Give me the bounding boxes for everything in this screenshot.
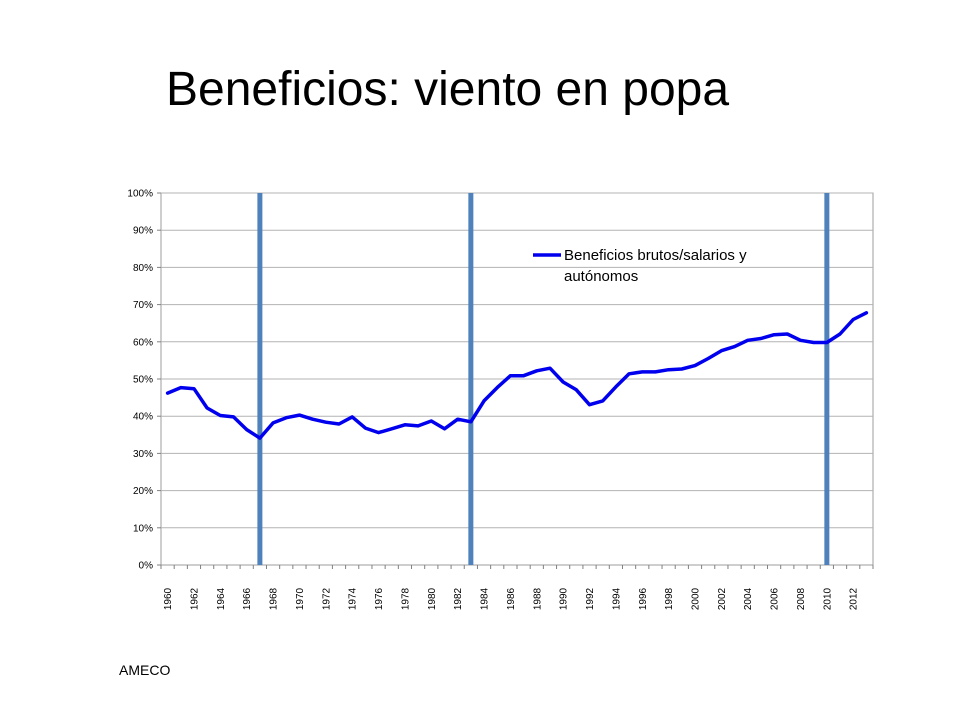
legend: Beneficios brutos/salarios y autónomos bbox=[533, 247, 747, 285]
source-note: AMECO bbox=[119, 662, 171, 678]
x-tick-label: 1976 bbox=[374, 587, 385, 610]
x-tick-label: 1982 bbox=[453, 587, 464, 610]
x-tick-label: 2012 bbox=[849, 587, 860, 610]
y-tick-label: 30% bbox=[133, 449, 153, 460]
x-tick-label: 2002 bbox=[717, 587, 728, 610]
x-tick-label: 1962 bbox=[189, 587, 200, 610]
x-tick-label: 1974 bbox=[348, 587, 359, 610]
x-tick-label: 1990 bbox=[559, 587, 570, 610]
x-tick-label: 1960 bbox=[163, 587, 174, 610]
x-tick-label: 1986 bbox=[506, 587, 517, 610]
y-tick-label: 60% bbox=[133, 337, 153, 348]
y-tick-label: 70% bbox=[133, 300, 153, 311]
x-tick-label: 2006 bbox=[770, 587, 781, 610]
x-tick-label: 2004 bbox=[743, 587, 754, 610]
legend-label: Beneficios brutos/salarios y autónomos bbox=[564, 247, 747, 285]
x-tick-label: 1970 bbox=[295, 587, 306, 610]
x-tick-label: 1984 bbox=[480, 587, 491, 610]
slide-title: Beneficios: viento en popa bbox=[166, 63, 730, 116]
y-tick-label: 80% bbox=[133, 263, 153, 274]
y-tick-label: 100% bbox=[127, 189, 153, 200]
x-axis-ticks: 1960 1962 1964 1966 1968 1970 1972 1974 1976 1978… bbox=[160, 565, 874, 610]
x-tick-label: 1972 bbox=[321, 587, 332, 610]
series-line bbox=[165, 311, 869, 440]
x-tick-label: 1964 bbox=[216, 587, 227, 610]
y-tick-label: 0% bbox=[139, 561, 154, 572]
y-tick-label: 40% bbox=[133, 412, 153, 423]
x-tick-label: 1966 bbox=[242, 587, 253, 610]
x-tick-label: 1996 bbox=[638, 587, 649, 610]
y-tick-label: 20% bbox=[133, 486, 153, 497]
x-tick-label: 1992 bbox=[585, 587, 596, 610]
x-tick-label: 1968 bbox=[269, 587, 280, 610]
y-tick-label: 10% bbox=[133, 523, 153, 534]
gridlines bbox=[161, 192, 873, 529]
series-group bbox=[165, 311, 869, 440]
x-tick-label: 1978 bbox=[400, 587, 411, 610]
y-axis-ticks: 0% 10% 20% 30% 40% 50% 60% 70% 80% 90% 100% bbox=[127, 189, 161, 572]
x-tick-label: 1980 bbox=[427, 587, 438, 610]
x-tick-label: 1998 bbox=[664, 587, 675, 610]
x-tick-label: 2008 bbox=[796, 587, 807, 610]
x-tick-label: 1994 bbox=[611, 587, 622, 610]
y-tick-label: 50% bbox=[133, 375, 153, 386]
vertical-markers bbox=[257, 193, 830, 565]
y-tick-label: 90% bbox=[133, 226, 153, 237]
x-tick-label: 2010 bbox=[822, 587, 833, 610]
x-tick-label: 1988 bbox=[532, 587, 543, 610]
x-tick-label: 2000 bbox=[691, 587, 702, 610]
